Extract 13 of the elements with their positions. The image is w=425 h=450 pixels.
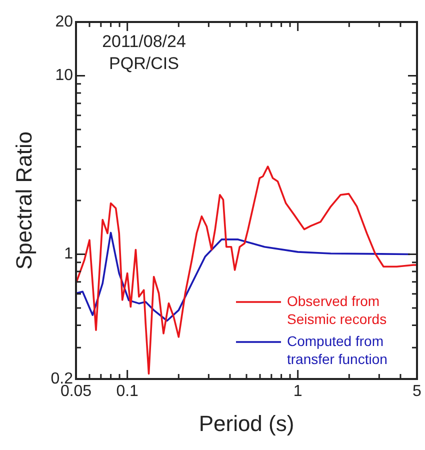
legend-label: Computed from transfer function bbox=[287, 332, 388, 367]
y-tick-label: 10 bbox=[55, 67, 74, 84]
x-tick-label: 0.1 bbox=[116, 383, 139, 400]
annotation: PQR/CIS bbox=[109, 54, 179, 74]
y-axis-title: Spectral Ratio bbox=[11, 131, 36, 270]
x-axis-title: Period (s) bbox=[198, 410, 294, 436]
y-tick-label: 20 bbox=[55, 13, 74, 30]
x-tick-label: 1 bbox=[293, 383, 302, 400]
y-tick-label: 1 bbox=[64, 246, 74, 263]
x-tick-label: 5 bbox=[412, 383, 422, 400]
legend-label: Observed from Seismic records bbox=[287, 292, 387, 327]
x-tick-label: 0.05 bbox=[60, 383, 92, 400]
annotation: 2011/08/24 bbox=[102, 32, 186, 52]
